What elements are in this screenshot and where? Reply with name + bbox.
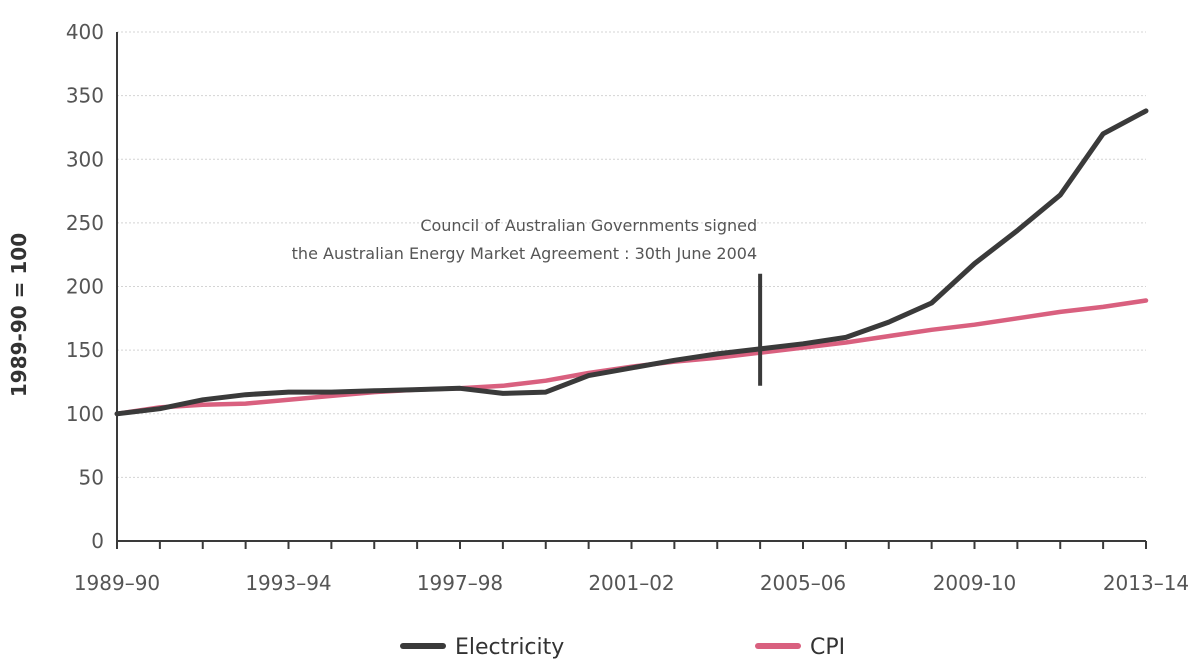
x-axis: 1989–90 1993–94 1997–98 2001–02 2005–06 2009-… (74, 32, 1189, 595)
x-tick-label: 1993–94 (245, 571, 331, 595)
legend-label-cpi: CPI (810, 635, 845, 659)
y-tick-label: 250 (66, 211, 104, 235)
x-tick-label: 1989–90 (74, 571, 160, 595)
y-tick-label: 0 (91, 529, 104, 553)
y-tick-label: 100 (66, 402, 104, 426)
legend-label-electricity: Electricity (455, 635, 564, 659)
y-axis-tick-labels: 0 50 100 150 200 250 300 350 400 (66, 20, 104, 553)
x-tick-label: 2005–06 (760, 571, 846, 595)
y-tick-label: 300 (66, 147, 104, 171)
y-tick-label: 150 (66, 338, 104, 362)
annotation: Council of Australian Governments signed… (292, 216, 763, 386)
series-layer (114, 108, 1149, 417)
annotation-text-line1: Council of Australian Governments signed (420, 216, 757, 235)
x-tick-label: 2013–14 (1103, 571, 1189, 595)
y-tick-label: 350 (66, 84, 104, 108)
x-tick-label: 2009-10 (933, 571, 1017, 595)
series-line-electricity (114, 108, 1149, 417)
y-tick-label: 50 (79, 465, 104, 489)
legend: Electricity CPI (400, 635, 845, 659)
series-line-cpi (114, 298, 1149, 417)
annotation-text-line2: the Australian Energy Market Agreement :… (292, 244, 757, 263)
x-tick-label: 2001–02 (588, 571, 674, 595)
gridlines (117, 31, 1146, 478)
y-tick-label: 400 (66, 20, 104, 44)
y-axis-label: 1989-90 = 100 (7, 233, 31, 397)
x-tick-label: 1997–98 (417, 571, 503, 595)
y-tick-label: 200 (66, 275, 104, 299)
